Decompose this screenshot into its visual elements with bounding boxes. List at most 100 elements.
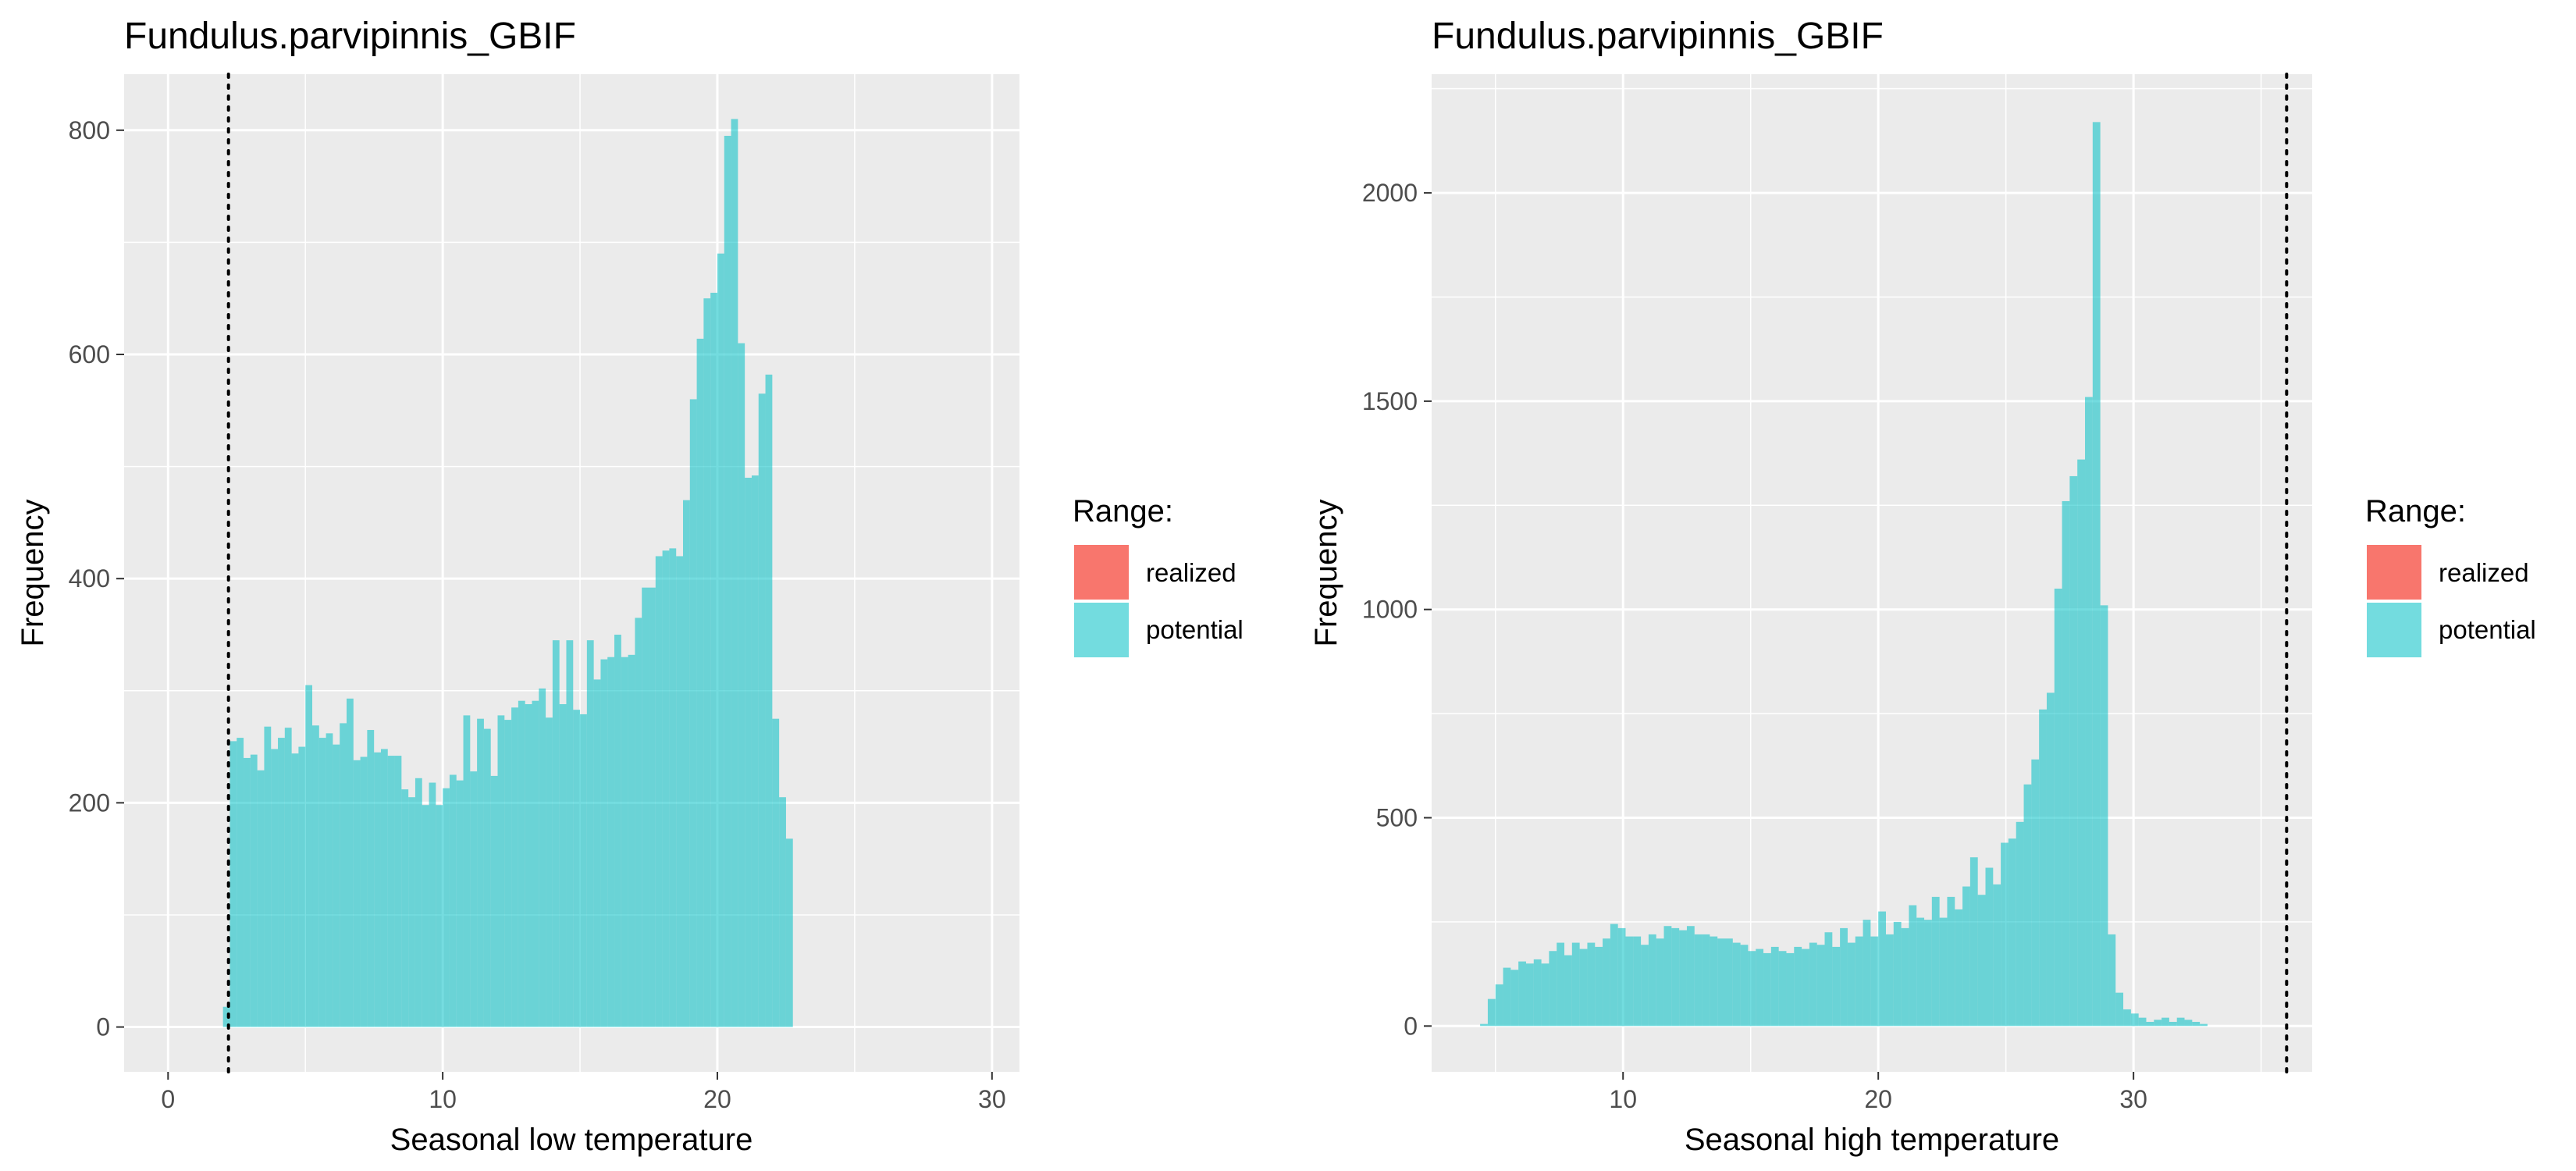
right-histogram-bar	[2016, 821, 2024, 1027]
left-histogram-bar	[607, 657, 615, 1027]
left-histogram-bar	[463, 715, 471, 1027]
left-histogram-bar	[340, 723, 347, 1027]
right-histogram-bar	[1518, 961, 1526, 1027]
right-histogram-bar	[1633, 936, 1642, 1027]
right-histogram-bar	[1778, 951, 1787, 1027]
right-histogram-bar	[2123, 1009, 2131, 1027]
right-x-tick-label: 30	[2119, 1085, 2147, 1113]
right-histogram-bar	[1587, 942, 1596, 1027]
left-histogram-bar	[483, 728, 491, 1027]
left-histogram-bar	[443, 788, 450, 1027]
right-histogram-bar	[1802, 949, 1809, 1027]
right-histogram-bar	[2138, 1017, 2147, 1027]
right-legend-swatch-realized	[2367, 545, 2421, 600]
right-histogram-bar	[1809, 942, 1817, 1027]
right-legend-label-realized: realized	[2439, 558, 2529, 587]
left-histogram-bar	[682, 500, 690, 1027]
left-histogram-bar	[649, 587, 656, 1027]
right-histogram-bar	[1617, 927, 1626, 1027]
left-histogram-bar	[374, 752, 381, 1027]
right-histogram-bar	[1717, 938, 1725, 1027]
right-histogram-bar	[1947, 896, 1955, 1027]
left-histogram-bar	[470, 771, 478, 1027]
left-histogram-bar	[676, 556, 683, 1027]
right-histogram-bar	[2077, 459, 2086, 1027]
right-y-tick-label: 500	[1376, 803, 1418, 831]
left-axis-ticks: 0 10 20 30 0 200 400 600 800	[69, 116, 1006, 1113]
right-y-tick-label: 1000	[1362, 596, 1418, 624]
left-histogram-bar	[724, 135, 731, 1027]
left-y-tick-label: 0	[96, 1013, 110, 1041]
right-histogram-bar	[1525, 963, 1534, 1027]
right-histogram-bar	[1595, 946, 1603, 1027]
right-bars	[1480, 122, 2208, 1027]
right-histogram-bar	[1710, 936, 1718, 1027]
right-histogram-bar	[1748, 951, 1756, 1027]
right-histogram-bar	[1885, 934, 1894, 1027]
left-histogram-bar	[758, 393, 766, 1027]
left-histogram-bar	[278, 738, 285, 1027]
left-histogram-bar	[477, 718, 484, 1027]
right-histogram-bar	[2108, 934, 2116, 1027]
left-histogram-bar	[779, 797, 786, 1027]
left-histogram-bar	[387, 756, 395, 1027]
left-histogram-bar	[532, 700, 539, 1027]
right-histogram-bar	[1648, 934, 1656, 1027]
right-histogram-bar	[2046, 692, 2055, 1027]
right-histogram-bar	[1625, 936, 1634, 1027]
right-histogram-bar	[2184, 1020, 2193, 1027]
right-histogram-bar	[1671, 927, 1680, 1027]
left-bars	[222, 119, 793, 1027]
right-y-tick-label: 0	[1404, 1012, 1418, 1040]
right-axis-ticks: 10 20 30 0 500 1000 1500 2000	[1362, 179, 2147, 1113]
right-histogram-bar	[2200, 1023, 2208, 1027]
right-chart-title: Fundulus.parvipinnis_GBIF	[1432, 16, 1884, 57]
left-histogram-bar	[751, 475, 759, 1027]
left-y-tick-label: 600	[69, 340, 110, 368]
left-legend: Range: realized potential	[1073, 494, 1244, 657]
right-histogram-bar	[2085, 397, 2093, 1027]
left-histogram-bar	[380, 749, 388, 1027]
left-histogram-bar	[593, 679, 601, 1027]
left-y-tick-label: 800	[69, 116, 110, 144]
left-histogram-bar	[367, 730, 375, 1027]
right-histogram-bar	[1549, 951, 1557, 1027]
left-histogram-bar	[326, 733, 333, 1027]
left-histogram-bar	[360, 756, 368, 1027]
right-histogram-bar	[1824, 932, 1833, 1027]
right-histogram-bar	[1794, 946, 1802, 1027]
left-histogram-bar	[429, 782, 436, 1027]
right-plot-panel	[1432, 74, 2312, 1072]
left-histogram-bar	[745, 477, 752, 1027]
left-histogram-bar	[229, 741, 237, 1027]
left-x-tick-label: 20	[703, 1085, 731, 1113]
left-histogram-bar	[401, 789, 409, 1027]
right-histogram-bar	[1541, 963, 1550, 1027]
right-histogram-bar	[1909, 905, 1917, 1027]
left-x-axis-label: Seasonal low temperature	[390, 1123, 753, 1157]
right-histogram-bar	[1663, 926, 1672, 1027]
right-histogram-bar	[1732, 942, 1741, 1027]
right-histogram-bar	[1969, 857, 1978, 1027]
right-histogram-bar	[1656, 938, 1664, 1027]
left-histogram-bar	[552, 640, 560, 1027]
left-legend-label-potential: potential	[1146, 615, 1244, 644]
left-histogram-bar	[305, 685, 313, 1027]
right-histogram-bar	[2169, 1021, 2177, 1027]
right-histogram-bar	[1679, 930, 1687, 1027]
right-histogram-bar	[1863, 920, 1871, 1027]
right-histogram-bar	[1878, 911, 1886, 1027]
left-histogram-bar	[566, 640, 574, 1027]
left-histogram-bar	[237, 738, 244, 1027]
right-histogram-bar	[2039, 709, 2047, 1027]
left-histogram-bar	[449, 774, 457, 1027]
right-x-tick-label: 10	[1609, 1085, 1637, 1113]
left-legend-label-realized: realized	[1146, 558, 1236, 587]
left-histogram-bar	[546, 717, 553, 1027]
left-histogram-bar	[284, 728, 292, 1027]
left-histogram-bar	[504, 720, 512, 1027]
right-legend-swatch-potential	[2367, 603, 2421, 657]
left-histogram-bar	[559, 704, 567, 1027]
right-histogram-bar	[1893, 921, 1902, 1027]
right-histogram-bar	[1487, 998, 1496, 1027]
